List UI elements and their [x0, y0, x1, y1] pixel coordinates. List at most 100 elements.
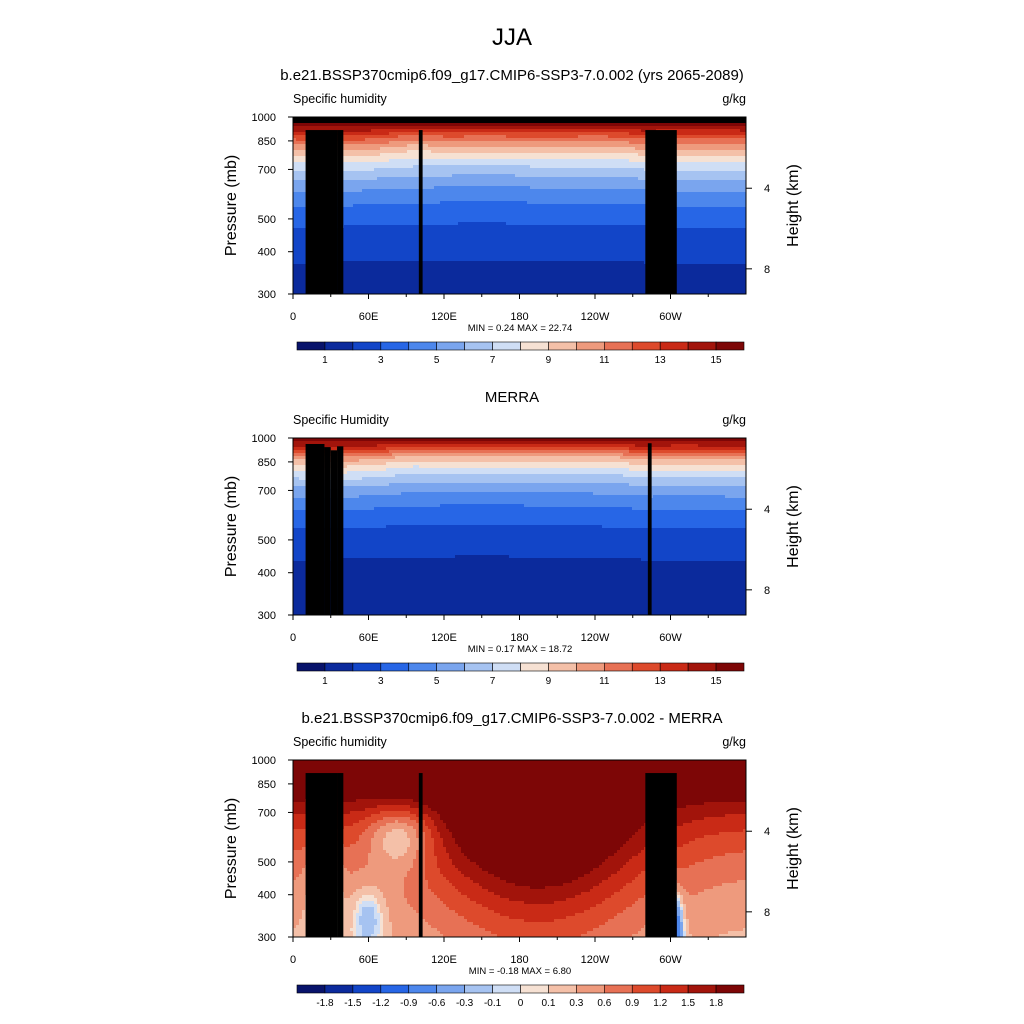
contour-cell — [389, 910, 416, 913]
contour-cell — [626, 883, 653, 886]
contour-cell — [434, 850, 446, 853]
contour-cell — [431, 889, 458, 892]
contour-cell — [293, 126, 746, 129]
contour-cell — [455, 865, 479, 868]
contour-cell — [416, 910, 455, 913]
stats-label: MIN = -0.18 MAX = 6.80 — [469, 966, 571, 977]
colorbar-label: 0.6 — [597, 998, 611, 1009]
contour-cell — [293, 255, 746, 258]
contour-field — [293, 760, 746, 937]
contour-cell — [623, 844, 647, 847]
contour-cell — [683, 898, 746, 901]
contour-cell — [671, 444, 698, 447]
contour-cell — [362, 928, 374, 931]
contour-cell — [332, 261, 644, 264]
contour-cell — [386, 468, 629, 471]
contour-cell — [386, 898, 407, 901]
contour-cell — [425, 820, 434, 823]
contour-cell — [293, 234, 746, 237]
contour-cell — [410, 868, 425, 871]
contour-cell — [449, 907, 488, 910]
contour-cell — [545, 886, 593, 889]
contour-cell — [362, 925, 374, 928]
contour-cell — [338, 856, 368, 859]
contour-cell — [395, 474, 623, 477]
contour-cell — [506, 222, 746, 225]
contour-cell — [293, 171, 746, 174]
x-tick-label: 60W — [659, 954, 682, 966]
contour-cell — [386, 462, 629, 465]
contour-cell — [332, 838, 359, 841]
contour-cell — [293, 207, 746, 210]
contour-cell — [404, 889, 431, 892]
terrain-mask — [645, 773, 677, 937]
contour-cell — [683, 910, 686, 913]
contour-cell — [656, 859, 704, 862]
contour-cell — [704, 817, 746, 820]
contour-cell — [686, 889, 704, 892]
contour-cell — [680, 901, 683, 904]
colorbar-bin — [604, 341, 633, 351]
colorbar-bin — [659, 341, 689, 351]
contour-cell — [362, 934, 371, 937]
contour-cell — [494, 910, 584, 913]
contour-cell — [359, 916, 374, 919]
x-tick-label: 60E — [359, 632, 379, 644]
contour-cell — [464, 135, 506, 138]
contour-cell — [680, 931, 683, 934]
contour-cell — [293, 522, 746, 525]
contour-cell — [611, 895, 644, 898]
contour-field — [293, 438, 746, 615]
colorbar-label: -1.5 — [344, 998, 362, 1009]
contour-cell — [293, 802, 422, 805]
units-label: g/kg — [722, 92, 746, 106]
contour-cell — [356, 922, 359, 925]
contour-cell — [686, 913, 746, 916]
contour-cell — [338, 874, 407, 877]
contour-cell — [371, 934, 377, 937]
contour-cell — [686, 922, 689, 925]
contour-cell — [629, 132, 746, 135]
contour-cell — [524, 901, 554, 904]
terrain-mask — [330, 775, 338, 937]
contour-cell — [350, 871, 353, 874]
x-tick-label: 0 — [290, 954, 296, 966]
contour-cell — [392, 934, 443, 937]
contour-cell — [398, 820, 416, 823]
contour-cell — [461, 847, 620, 850]
contour-cell — [677, 904, 680, 907]
contour-cell — [296, 925, 311, 928]
contour-cell — [293, 516, 746, 519]
contour-cell — [338, 877, 404, 880]
contour-cell — [293, 790, 746, 793]
contour-cell — [689, 841, 746, 844]
contour-cell — [389, 913, 419, 916]
contour-cell — [293, 162, 746, 165]
contour-cell — [677, 880, 737, 883]
contour-cell — [374, 916, 380, 919]
contour-cell — [584, 874, 611, 877]
contour-cell — [407, 847, 419, 850]
contour-cell — [482, 886, 530, 889]
contour-cell — [374, 925, 380, 928]
terrain-mask — [337, 130, 344, 294]
contour-cell — [665, 871, 746, 874]
contour-cell — [689, 865, 746, 868]
contour-cell — [293, 766, 746, 769]
contour-cell — [374, 910, 377, 913]
contour-cell — [608, 877, 635, 880]
contour-cell — [725, 853, 746, 856]
contour-cell — [662, 856, 713, 859]
contour-cell — [392, 931, 440, 934]
contour-cell — [383, 844, 410, 847]
contour-cell — [383, 841, 410, 844]
contour-cell — [293, 847, 302, 850]
contour-cell — [410, 817, 422, 820]
contour-cell — [362, 907, 374, 910]
contour-cell — [614, 892, 647, 895]
contour-cell — [698, 444, 746, 447]
contour-cell — [680, 928, 683, 931]
contour-cell — [437, 865, 455, 868]
contour-cell — [680, 919, 683, 922]
contour-cell — [293, 570, 746, 573]
